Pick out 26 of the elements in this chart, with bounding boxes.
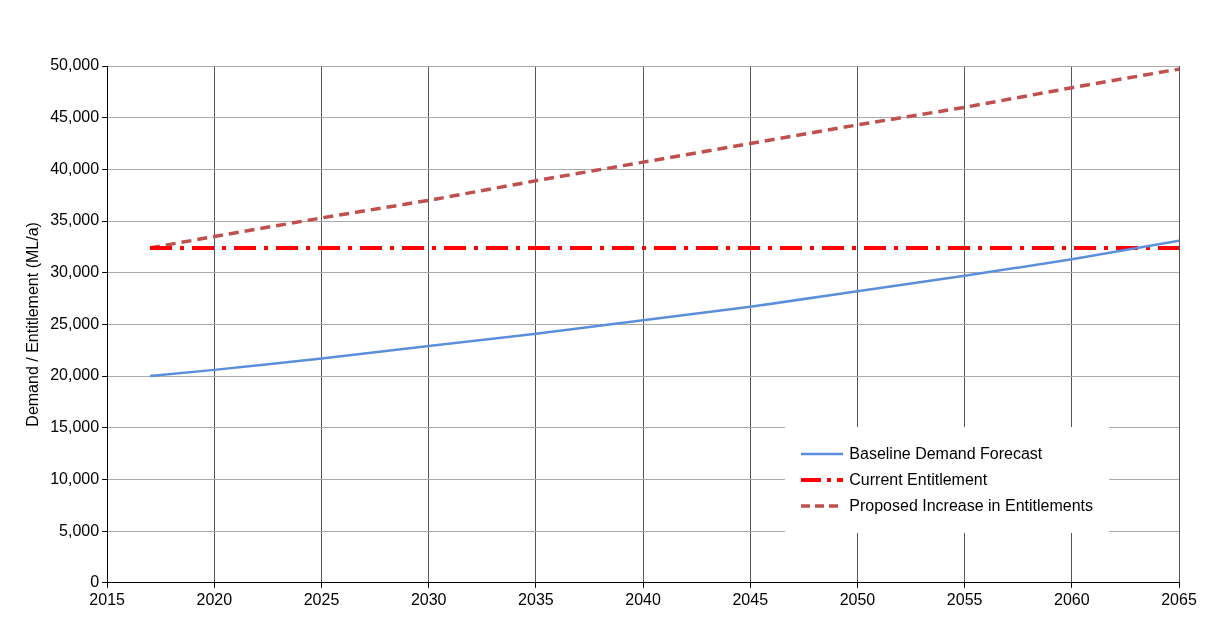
x-tick-label: 2040 [625,590,661,608]
x-tick-label: 2050 [839,590,876,608]
x-tick-label: 2055 [946,590,983,608]
y-tick-label: 20,000 [50,366,100,384]
y-tick-label: 15,000 [50,418,100,436]
y-tick-label: 50,000 [50,56,100,74]
x-tick-label: 2025 [303,590,340,608]
x-tick-label: 2020 [196,590,233,608]
x-tick-label: 2015 [89,590,126,608]
legend-label: Proposed Increase in Entitlements [849,496,1093,515]
y-axis-title: Demand / Entitlement (ML/a) [24,222,42,427]
x-tick-label: 2060 [1054,590,1090,608]
y-tick-label: 30,000 [50,263,100,281]
y-tick-label: 0 [90,573,100,591]
x-tick-label: 2065 [1161,590,1197,608]
x-tick-label: 2045 [732,590,769,608]
y-tick-label: 25,000 [50,314,100,332]
legend-label: Baseline Demand Forecast [849,444,1043,463]
y-tick-label: 35,000 [50,211,100,229]
y-tick-label: 10,000 [50,469,100,487]
legend-label: Current Entitlement [849,470,988,489]
x-tick-label: 2030 [410,590,447,608]
y-tick-label: 45,000 [50,108,100,126]
y-tick-label: 5,000 [59,521,100,539]
x-tick-label: 2035 [518,590,554,608]
y-tick-label: 40,000 [50,159,100,177]
